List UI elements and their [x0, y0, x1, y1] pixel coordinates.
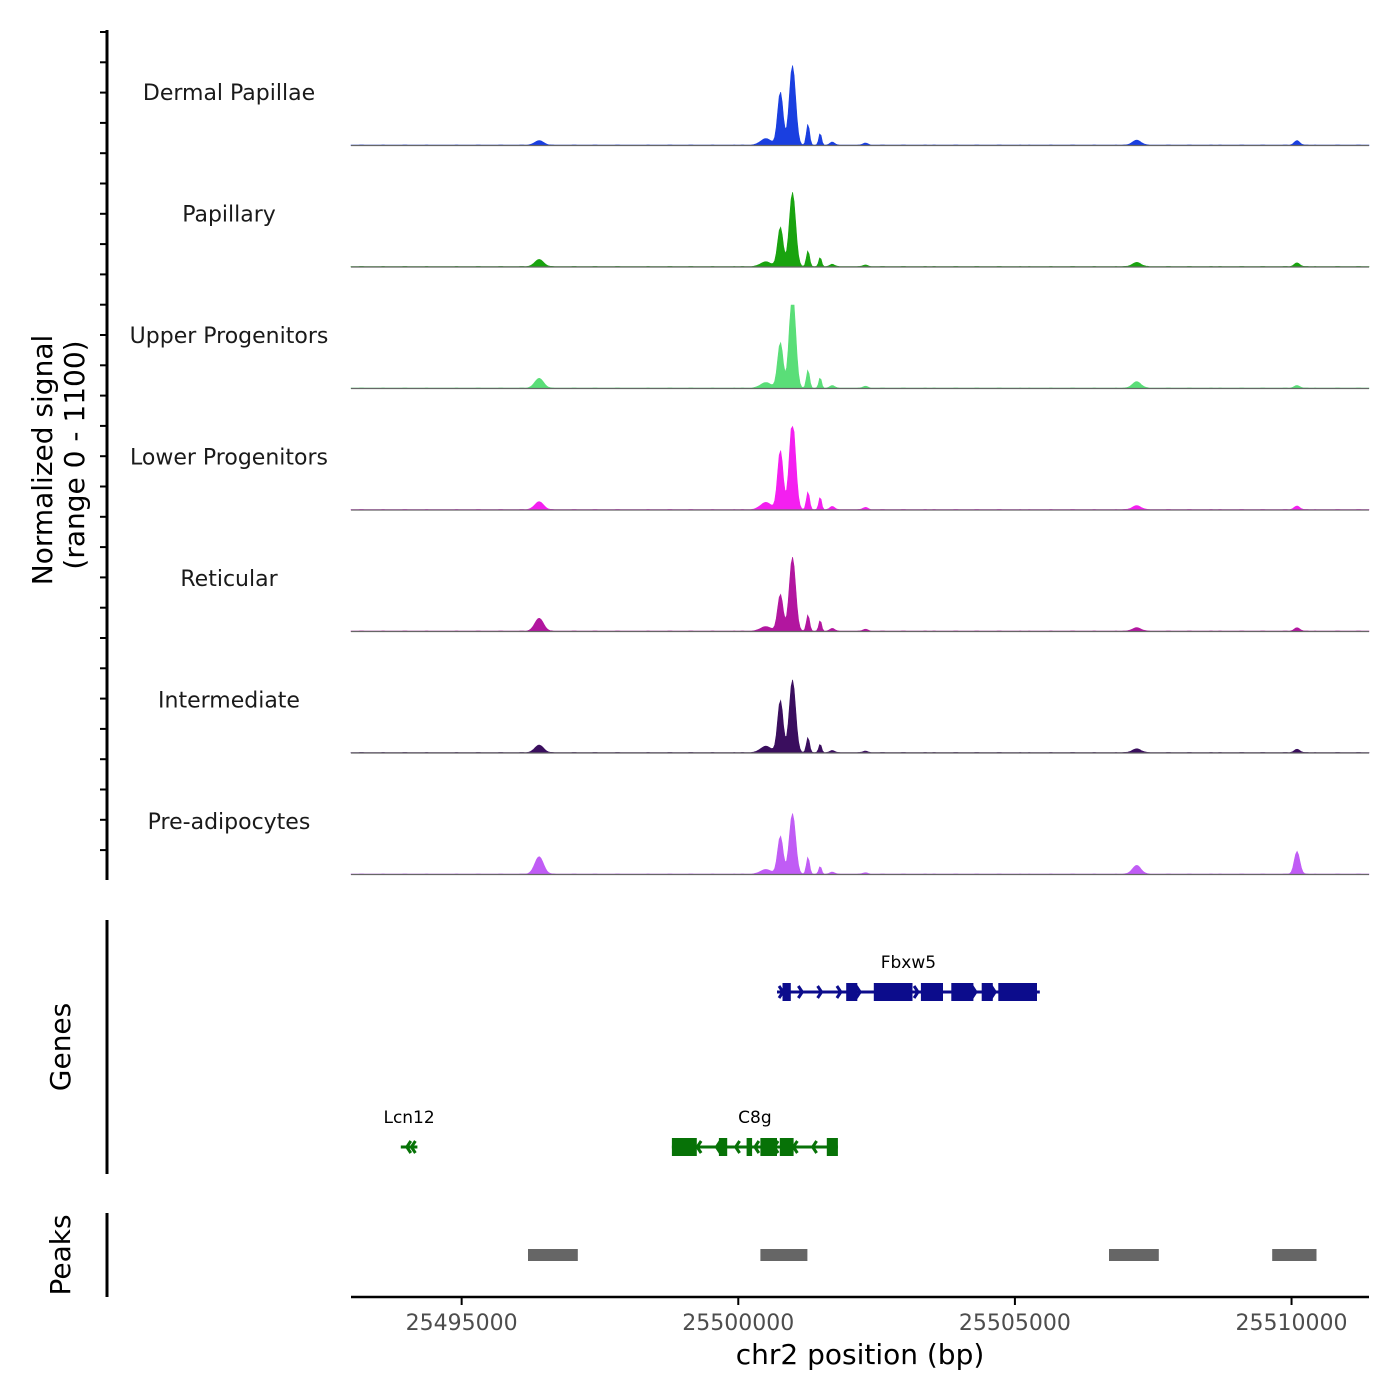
- coverage-area: [350, 679, 1370, 754]
- strand-arrow: [695, 1140, 703, 1154]
- exon: [671, 1138, 697, 1156]
- x-axis-title: chr2 position (bp): [736, 1338, 985, 1371]
- strand-arrow: [733, 1140, 741, 1154]
- track-label: Intermediate: [158, 689, 300, 714]
- track-reticular: Reticular: [180, 557, 1370, 633]
- exon: [746, 1138, 753, 1156]
- x-tick-label: 25500000: [682, 1311, 794, 1336]
- strand-arrow: [835, 985, 843, 999]
- exon: [779, 1138, 794, 1156]
- peaks-panel-label: Peaks: [44, 1214, 77, 1295]
- strand-arrow: [409, 1140, 417, 1154]
- genes-panel-label: Genes: [44, 1003, 77, 1091]
- gene-label: C8g: [738, 1108, 771, 1128]
- peak-region: [1109, 1249, 1159, 1261]
- exon: [920, 983, 943, 1001]
- exon: [826, 1138, 838, 1156]
- strand-arrow: [854, 985, 862, 999]
- strand-arrow: [912, 985, 920, 999]
- coverage-area: [350, 304, 1370, 389]
- strand-arrow: [404, 1140, 413, 1154]
- track-intermediate: Intermediate: [158, 679, 1370, 754]
- coverage-tracks: Dermal Papillae Papillary Upper Progenitor…: [130, 65, 1370, 876]
- peak-region: [528, 1249, 578, 1261]
- exon: [760, 1138, 777, 1156]
- y-axis-title-line1: Normalized signal: [26, 335, 59, 586]
- track-label: Upper Progenitors: [130, 324, 329, 349]
- exon: [873, 983, 913, 1001]
- gene-label: Lcn12: [383, 1108, 434, 1128]
- y-axis-title: Normalized signal (range 0 - 1100): [26, 335, 91, 586]
- strand-arrow: [816, 985, 824, 999]
- track-papillary: Papillary: [182, 192, 1370, 268]
- strand-arrow: [797, 985, 805, 999]
- strand-arrow: [810, 1140, 818, 1154]
- x-axis-ticks: 25495000 25500000 25505000 25510000: [406, 1297, 1348, 1336]
- coverage-area: [350, 425, 1370, 511]
- track-upper-progenitors: Upper Progenitors: [130, 304, 1370, 390]
- track-label: Lower Progenitors: [130, 446, 328, 471]
- coverage-area: [350, 65, 1370, 146]
- track-label: Reticular: [180, 567, 278, 592]
- coverage-area: [350, 813, 1370, 875]
- peak-region: [1272, 1249, 1317, 1261]
- exon: [981, 983, 993, 1001]
- track-lower-progenitors: Lower Progenitors: [130, 425, 1370, 511]
- peak-regions: [528, 1249, 1317, 1261]
- coverage-axis-ticks: [100, 31, 107, 852]
- exon: [998, 983, 1037, 1001]
- gene-fbxw5: Fbxw5: [777, 953, 1040, 1001]
- exon: [782, 983, 791, 1001]
- track-label: Pre-adipocytes: [148, 810, 311, 835]
- y-axis-title-line2: (range 0 - 1100): [58, 340, 91, 569]
- track-dermal-papillae: Dermal Papillae: [143, 65, 1370, 147]
- coverage-area: [350, 192, 1370, 268]
- track-label: Papillary: [182, 203, 276, 228]
- x-tick-label: 25505000: [959, 1311, 1071, 1336]
- x-tick-label: 25495000: [406, 1311, 518, 1336]
- gene-label: Fbxw5: [881, 953, 936, 973]
- exon: [846, 983, 858, 1001]
- exon: [951, 983, 974, 1001]
- track-pre-adipocytes: Pre-adipocytes: [148, 810, 1370, 876]
- gene-lcn12: Lcn12: [383, 1108, 435, 1154]
- strand-arrow: [753, 1140, 761, 1154]
- x-tick-label: 25510000: [1236, 1311, 1348, 1336]
- exon: [718, 1138, 728, 1156]
- peak-region: [760, 1249, 808, 1261]
- gene-annotations: Fbxw5 C8g Lcn12: [383, 953, 1040, 1156]
- gene-c8g: C8g: [671, 1108, 838, 1156]
- coverage-area: [350, 557, 1370, 632]
- track-label: Dermal Papillae: [143, 81, 315, 106]
